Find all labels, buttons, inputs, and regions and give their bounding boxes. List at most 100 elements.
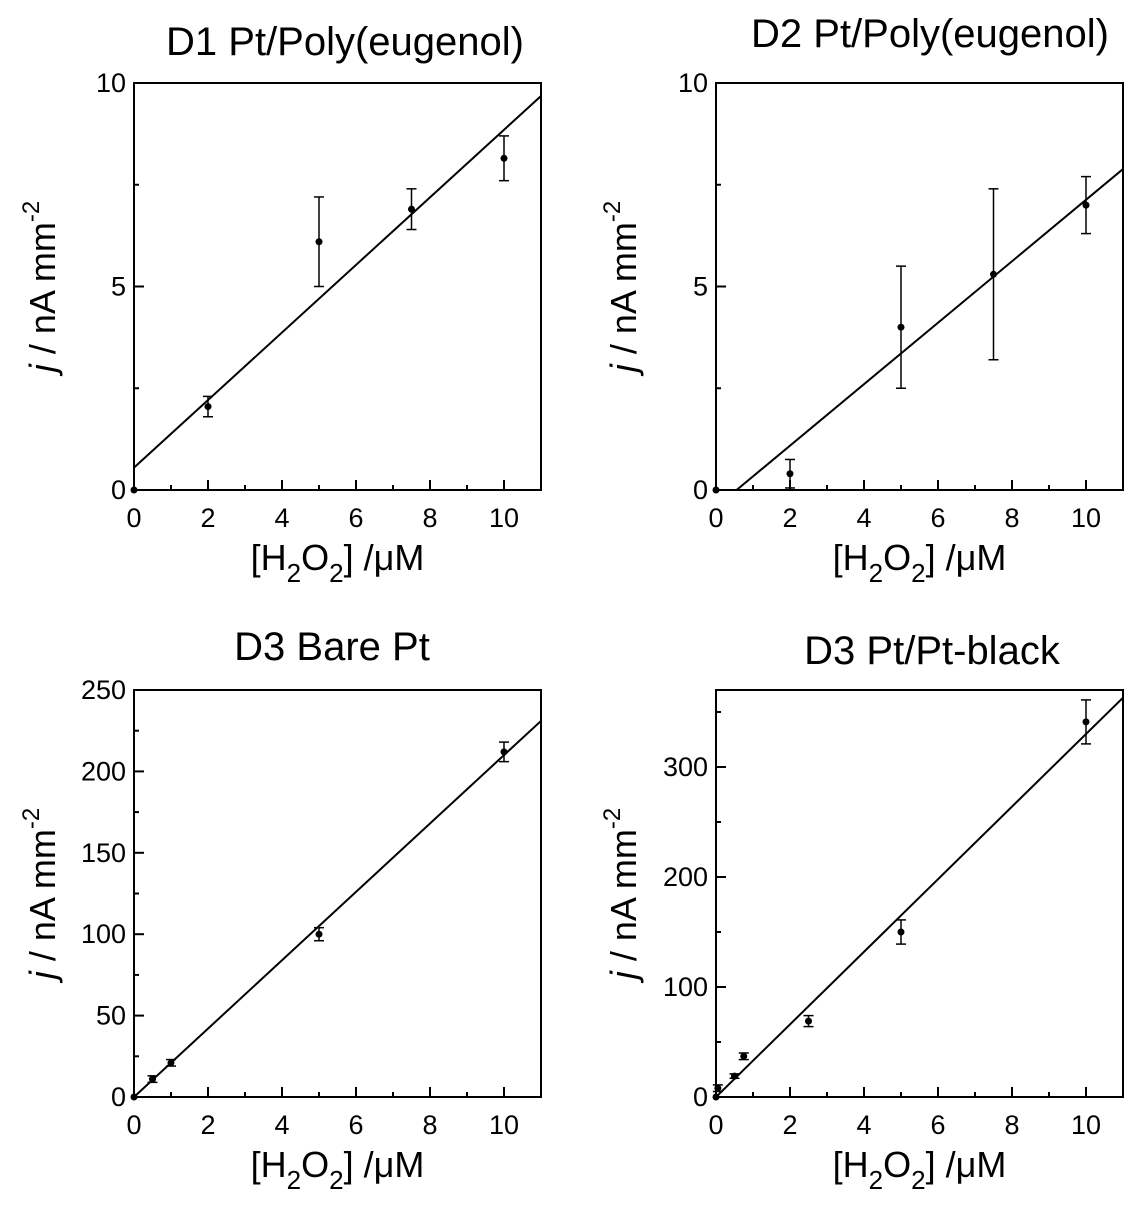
fit-line — [716, 696, 1123, 1097]
x-tick-label: 10 — [489, 1110, 519, 1140]
x-tick-label: 6 — [930, 1110, 945, 1140]
x-axis-text: ] /μM — [344, 1144, 425, 1185]
x-tick-label: 0 — [708, 503, 723, 533]
x-tick-label: 2 — [200, 1110, 215, 1140]
fit-line — [134, 720, 541, 1097]
y-axis-title: j / nA mm-2 — [18, 201, 63, 377]
y-axis-unit: / nA mm — [603, 222, 644, 364]
data-point — [315, 238, 323, 246]
data-point — [740, 1052, 748, 1060]
x-axis-text: O — [301, 537, 329, 578]
x-tick-label: 4 — [274, 1110, 289, 1140]
data-point — [500, 748, 508, 756]
x-axis-text: O — [883, 1144, 911, 1185]
x-axis-subscript: 2 — [911, 558, 925, 588]
y-tick-label: 50 — [96, 1001, 126, 1031]
y-tick-label: 0 — [693, 1082, 708, 1112]
x-tick-label: 4 — [856, 503, 871, 533]
data-point — [714, 1084, 722, 1092]
x-axis-text: [H — [251, 537, 287, 578]
data-point — [712, 486, 720, 494]
x-tick-label: 0 — [126, 1110, 141, 1140]
axis-frame — [133, 82, 542, 491]
x-tick-label: 4 — [274, 503, 289, 533]
y-tick-label: 100 — [81, 919, 126, 949]
data-point — [204, 403, 212, 411]
y-axis-title: j / nA mm-2 — [599, 201, 644, 377]
x-axis-text: ] /μM — [926, 1144, 1007, 1185]
x-tick-label: 10 — [489, 503, 519, 533]
y-axis-title: j / nA mm-2 — [599, 808, 644, 984]
x-tick-label: 10 — [1071, 503, 1101, 533]
y-axis-superscript: -2 — [18, 808, 45, 829]
x-axis-subscript: 2 — [911, 1165, 925, 1195]
x-axis-subscript: 2 — [329, 558, 343, 588]
x-tick-label: 8 — [1004, 1110, 1019, 1140]
x-axis-text: O — [301, 1144, 329, 1185]
y-axis-unit: / nA mm — [22, 829, 63, 971]
axis-frame — [715, 689, 1124, 1098]
axis-frame — [133, 689, 542, 1098]
y-tick-label: 10 — [96, 68, 126, 98]
fit-line — [134, 95, 541, 469]
data-point — [167, 1059, 175, 1067]
x-tick-label: 2 — [782, 503, 797, 533]
x-tick-label: 2 — [782, 1110, 797, 1140]
y-axis-unit: / nA mm — [22, 222, 63, 364]
x-axis-text: ] /μM — [344, 537, 425, 578]
x-tick-label: 8 — [422, 1110, 437, 1140]
x-axis-text: O — [883, 537, 911, 578]
data-point — [786, 470, 794, 478]
y-tick-label: 150 — [81, 838, 126, 868]
y-axis-title: j / nA mm-2 — [18, 808, 63, 984]
y-axis-superscript: -2 — [599, 201, 626, 222]
data-point — [805, 1017, 812, 1025]
y-tick-label: 250 — [81, 675, 126, 705]
x-tick-label: 8 — [422, 503, 437, 533]
y-tick-label: 5 — [111, 272, 126, 302]
y-tick-label: 100 — [663, 972, 708, 1002]
x-axis-text: [H — [833, 537, 869, 578]
y-tick-label: 300 — [663, 752, 708, 782]
x-tick-label: 0 — [126, 503, 141, 533]
x-tick-label: 6 — [930, 503, 945, 533]
data-point — [712, 1093, 720, 1101]
x-axis-subscript: 2 — [287, 1165, 301, 1195]
y-axis-variable: j — [22, 363, 63, 377]
data-point — [130, 1093, 138, 1101]
x-tick-label: 6 — [348, 1110, 363, 1140]
data-point — [149, 1075, 156, 1083]
x-axis-title: [H2O2] /μM — [251, 537, 425, 588]
data-point — [731, 1072, 738, 1080]
x-tick-label: 8 — [1004, 503, 1019, 533]
x-axis-text: [H — [251, 1144, 287, 1185]
x-tick-label: 2 — [200, 503, 215, 533]
data-point — [990, 270, 997, 278]
data-point — [500, 154, 508, 162]
y-axis-superscript: -2 — [18, 201, 45, 222]
data-point — [315, 930, 323, 938]
y-tick-label: 0 — [111, 475, 126, 505]
x-tick-label: 4 — [856, 1110, 871, 1140]
data-point — [408, 205, 415, 213]
y-tick-label: 200 — [663, 862, 708, 892]
x-axis-subscript: 2 — [287, 558, 301, 588]
x-axis-subscript: 2 — [869, 558, 883, 588]
y-tick-label: 10 — [678, 68, 708, 98]
y-axis-unit: / nA mm — [603, 829, 644, 971]
x-axis-text: [H — [833, 1144, 869, 1185]
y-axis-superscript: -2 — [599, 808, 626, 829]
x-tick-label: 0 — [708, 1110, 723, 1140]
y-tick-label: 0 — [111, 1082, 126, 1112]
y-axis-variable: j — [603, 970, 644, 984]
data-point — [1082, 718, 1090, 726]
y-tick-label: 5 — [693, 272, 708, 302]
data-point — [1082, 201, 1090, 209]
chart-title: D2 Pt/Poly(eugenol) — [751, 12, 1109, 56]
y-tick-label: 200 — [81, 756, 126, 786]
y-tick-label: 0 — [693, 475, 708, 505]
